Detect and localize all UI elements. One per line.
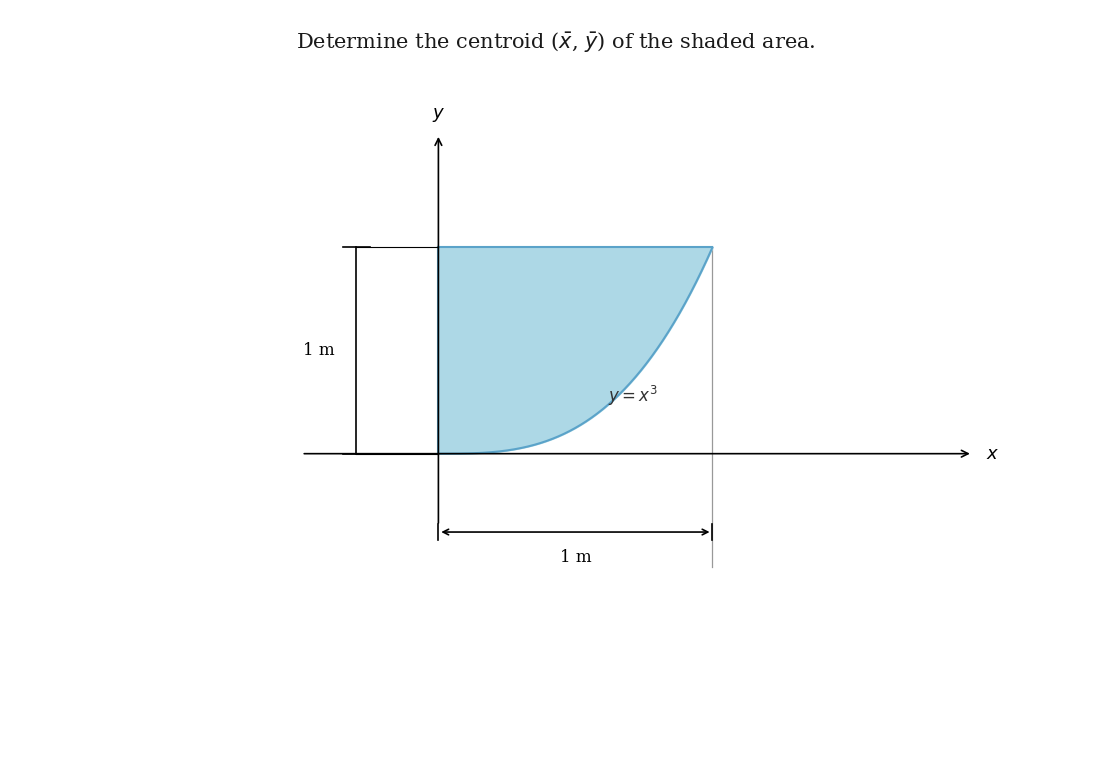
Text: 1 m: 1 m [560, 549, 591, 565]
Text: $x$: $x$ [986, 445, 1000, 462]
Text: 1 m: 1 m [302, 342, 334, 359]
Text: $y$: $y$ [432, 106, 445, 124]
Text: $y = x^3$: $y = x^3$ [608, 384, 658, 408]
Text: Determine the centroid ($\bar{x}$, $\bar{y}$) of the shaded area.: Determine the centroid ($\bar{x}$, $\bar… [296, 31, 815, 55]
